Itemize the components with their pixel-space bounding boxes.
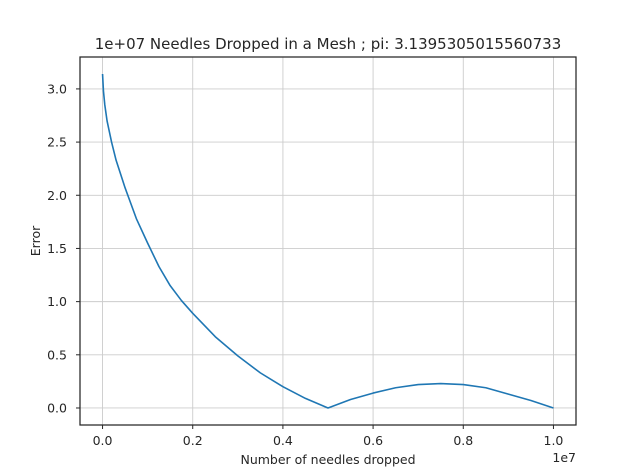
- y-tick-label: 2.0: [47, 188, 67, 203]
- y-tick-label: 2.5: [47, 135, 67, 150]
- y-axis: 0.0 0.5 1.0 1.5 2.0 2.5 3.0: [47, 81, 80, 415]
- series-layer: [101, 73, 554, 409]
- plot-frame: [79, 56, 577, 426]
- chart-title: 1e+07 Needles Dropped in a Mesh ; pi: 3.…: [95, 35, 562, 53]
- x-tick-label: 1.0: [544, 433, 564, 448]
- y-tick-label: 0.0: [47, 400, 67, 415]
- y-tick-label: 3.0: [47, 81, 67, 96]
- x-tick-label: 0.2: [183, 433, 203, 448]
- x-tick-label: 0.0: [93, 433, 113, 448]
- y-axis-label: Error: [28, 225, 43, 256]
- x-tick-label: 0.4: [273, 433, 293, 448]
- y-tick-label: 1.0: [47, 294, 67, 309]
- grid: [80, 57, 576, 425]
- y-tick-label: 1.5: [47, 241, 67, 256]
- x-tick-label: 0.6: [363, 433, 383, 448]
- y-tick-label: 0.5: [47, 347, 67, 362]
- x-tick-label: 0.8: [453, 433, 473, 448]
- x-offset-label: 1e7: [552, 450, 576, 465]
- x-axis: 0.0 0.2 0.4 0.6 0.8 1.0: [93, 425, 564, 448]
- x-axis-label: Number of needles dropped: [240, 452, 415, 467]
- error-series-line: [101, 73, 554, 409]
